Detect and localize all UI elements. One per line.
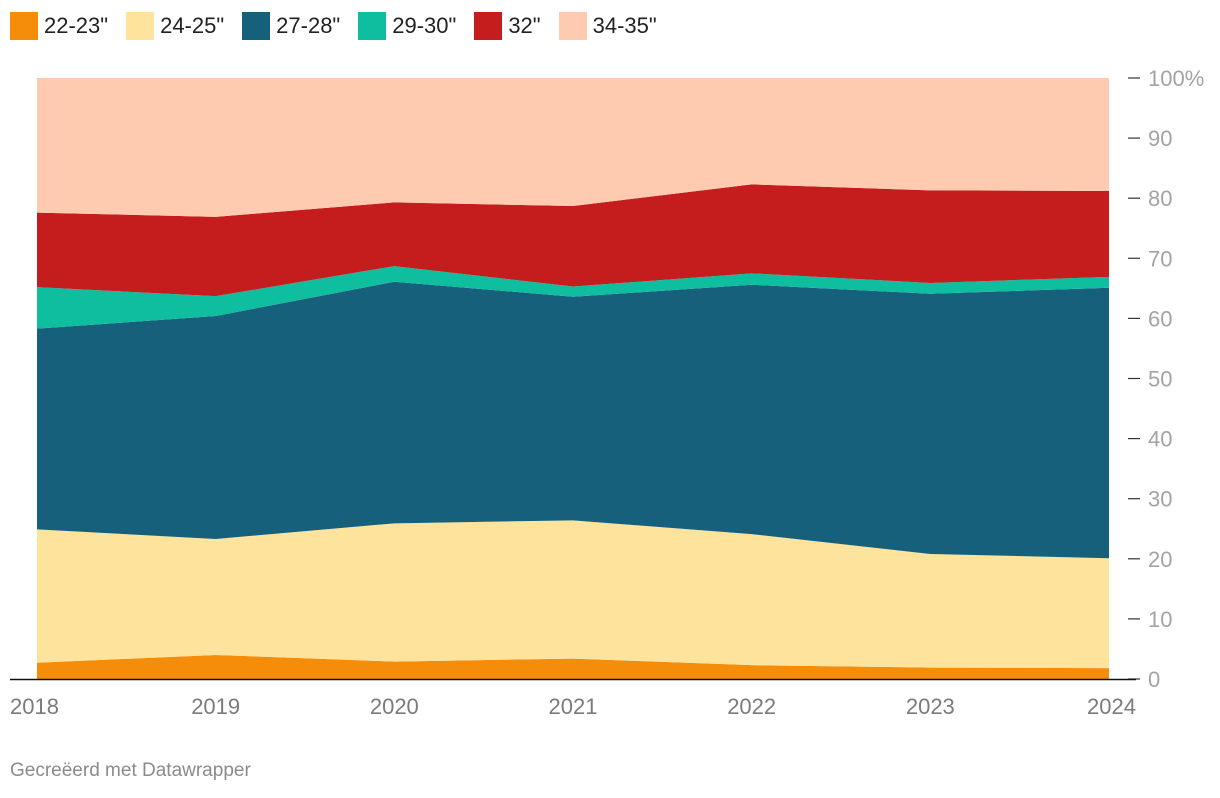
area-layers	[37, 78, 1109, 679]
legend-swatch	[358, 12, 387, 40]
legend-swatch	[558, 12, 587, 40]
y-tick-label: 90	[1148, 126, 1172, 151]
legend-label: 24-25"	[160, 13, 225, 38]
credit-text: Gecreëerd met Datawrapper	[10, 760, 251, 781]
y-tick-label: 50	[1148, 367, 1172, 392]
legend-item: 29-30"	[358, 12, 456, 40]
x-tick-label: 2018	[10, 694, 59, 719]
area-series	[37, 281, 1109, 559]
legend-label: 22-23"	[44, 13, 109, 38]
legend-swatch	[242, 12, 271, 40]
y-tick-label: 0	[1148, 667, 1160, 692]
y-tick-label: 20	[1148, 547, 1172, 572]
y-tick-label: 40	[1148, 427, 1172, 452]
x-tick-label: 2021	[549, 694, 598, 719]
legend-label: 32"	[508, 13, 541, 38]
legend-swatch	[126, 12, 155, 40]
area-series	[37, 184, 1109, 297]
area-series	[37, 520, 1109, 669]
x-tick-label: 2019	[191, 694, 240, 719]
x-axis: 2018 2019 2020 2021 2022 2023 2024	[10, 678, 1136, 719]
legend-label: 27-28"	[276, 13, 341, 38]
area-series	[37, 78, 1109, 217]
legend-item: 27-28"	[242, 12, 340, 40]
legend-label: 34-35"	[592, 13, 657, 38]
chart-legend: 22-23" 24-25" 27-28" 29-30" 32" 34-35"	[10, 12, 675, 40]
y-tick-label: 100%	[1148, 66, 1204, 91]
legend-swatch	[10, 12, 38, 40]
x-tick-label: 2020	[370, 694, 419, 719]
y-axis: 0 10 20 30 40 50 60 70 80 90 100%	[1128, 66, 1204, 692]
area-series	[37, 266, 1109, 329]
y-tick-label: 10	[1148, 607, 1172, 632]
legend-item: 22-23"	[10, 12, 108, 40]
x-tick-label: 2024	[1087, 694, 1136, 719]
legend-item: 24-25"	[126, 12, 224, 40]
x-tick-label: 2022	[727, 694, 776, 719]
y-tick-label: 60	[1148, 306, 1172, 331]
y-tick-label: 30	[1148, 487, 1172, 512]
x-tick-label: 2023	[906, 694, 955, 719]
area-series	[37, 654, 1109, 679]
legend-item: 32"	[474, 12, 541, 40]
legend-swatch	[474, 12, 503, 40]
y-tick-label: 70	[1148, 246, 1172, 271]
legend-label: 29-30"	[392, 13, 457, 38]
y-tick-label: 80	[1148, 186, 1172, 211]
legend-item: 34-35"	[558, 12, 657, 40]
